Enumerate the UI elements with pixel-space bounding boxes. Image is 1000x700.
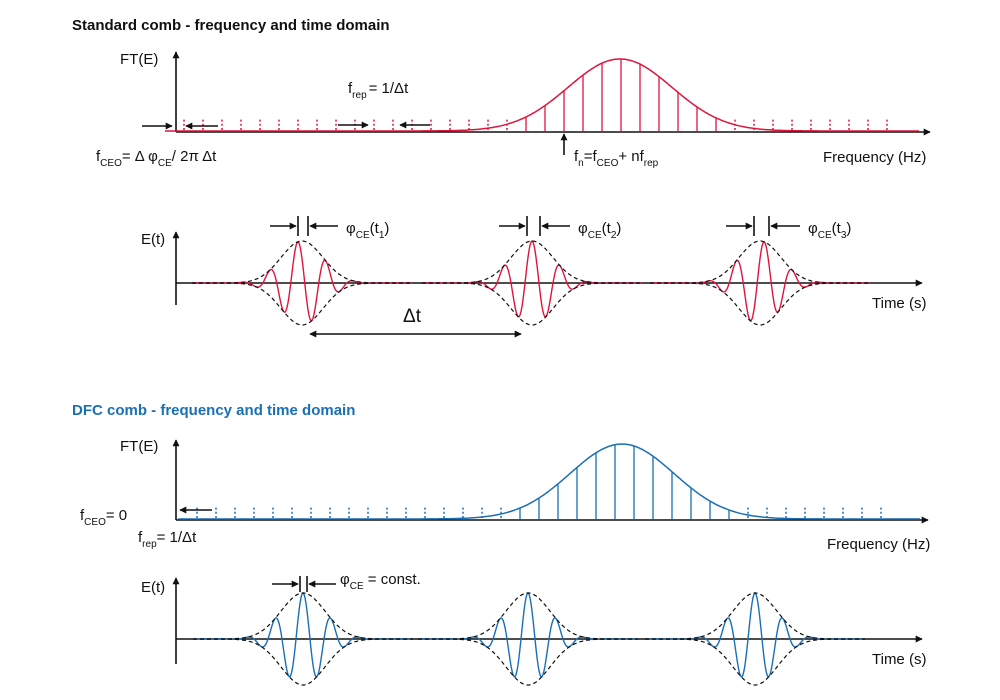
dfc-comb-envelope: [178, 443, 920, 520]
dfc-time-xlabel: Time (s): [872, 651, 926, 668]
standard-pulse-3-envelope-lower: [650, 282, 870, 326]
dfc-pulse-2-carrier: [418, 591, 638, 678]
standard-freq-axes: [172, 51, 931, 136]
dfc-pulse-2-envelope-lower: [418, 638, 638, 686]
standard-phase-label-1: φCE(t1): [346, 220, 389, 241]
standard-pulses: [192, 239, 870, 326]
standard-pulse-2-carrier: [422, 239, 642, 318]
dfc-freq-xlabel: Frequency (Hz): [827, 536, 930, 553]
dfc-comb-lines: [178, 443, 920, 520]
standard-phase-marker-1: [270, 216, 338, 236]
standard-pulse-2-envelope-lower: [422, 282, 642, 326]
dfc-phase-label: φCE = const.: [340, 571, 421, 592]
standard-pulse-1-carrier: [192, 240, 412, 322]
standard-fn-label: fn=fCEO+ nfrep: [574, 148, 659, 169]
dfc-freq-ylabel: FT(E): [120, 438, 158, 455]
dfc-freq-axes: [172, 439, 929, 524]
dfc-pulses: [193, 591, 865, 686]
delta-t-label: Δt: [403, 306, 422, 327]
dfc-comb-title: DFC comb - frequency and time domain: [72, 402, 355, 419]
standard-freq-xlabel: Frequency (Hz): [823, 149, 926, 166]
dfc-pulse-3-carrier: [645, 591, 865, 678]
dfc-time-ylabel: E(t): [141, 579, 165, 596]
standard-comb-envelope: [165, 58, 919, 132]
standard-freq-ylabel: FT(E): [120, 51, 158, 68]
standard-time-xlabel: Time (s): [872, 295, 926, 312]
dfc-pulse-3-envelope-lower: [645, 638, 865, 686]
standard-comb-title: Standard comb - frequency and time domai…: [72, 17, 390, 34]
standard-phase-marker-3: [726, 216, 800, 236]
standard-comb-lines: [165, 58, 919, 132]
dfc-time-axes: [172, 577, 923, 664]
standard-time-axes: [172, 231, 923, 305]
standard-fceo-label: fCEO= Δ φCE/ 2π Δt: [96, 148, 217, 169]
dfc-pulse-3-envelope-upper: [645, 592, 865, 640]
standard-pulse-3-carrier: [650, 240, 870, 322]
dfc-pulse-1-envelope-lower: [193, 638, 413, 686]
dfc-phase-marker: [272, 576, 336, 592]
dfc-pulse-1-carrier: [193, 591, 413, 678]
dfc-fceo-label: fCEO= 0: [80, 507, 127, 528]
dfc-pulse-2-envelope-upper: [418, 592, 638, 640]
standard-phase-label-2: φCE(t2): [578, 220, 621, 241]
dfc-pulse-1-envelope-upper: [193, 592, 413, 640]
standard-pulse-2-envelope-upper: [422, 240, 642, 284]
standard-phase-label-3: φCE(t3): [808, 220, 851, 241]
standard-frep-label: frep = 1/Δt: [348, 80, 409, 101]
dfc-frep-label: frep= 1/Δt: [138, 529, 197, 550]
standard-pulse-1-envelope-lower: [192, 282, 412, 326]
standard-phase-marker-2: [499, 216, 570, 236]
standard-time-ylabel: E(t): [141, 231, 165, 248]
